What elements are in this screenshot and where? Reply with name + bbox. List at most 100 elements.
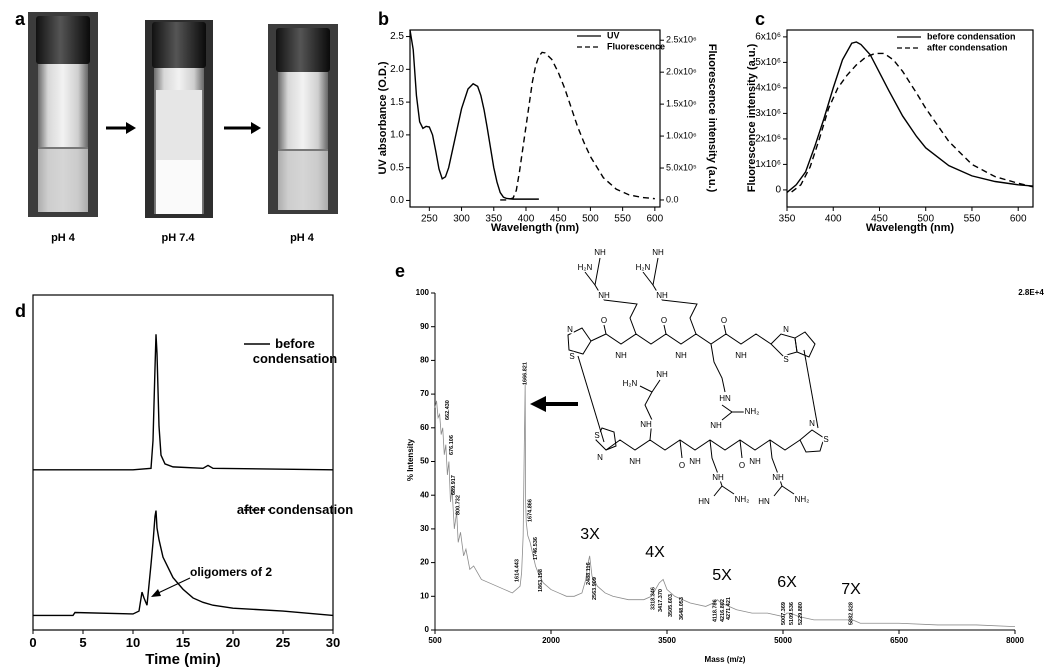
legend-label: Fluorescence (607, 41, 665, 51)
peak-label: 4271.421 (726, 597, 732, 620)
atom-label: NH (675, 351, 687, 360)
atom-label: NH₂ (735, 495, 750, 504)
x-tick-label: 30 (326, 635, 340, 650)
y-tick-label: 100 (416, 288, 430, 297)
atom-label: HN (758, 497, 770, 506)
peak-label: 2563.909 (592, 577, 598, 600)
data-line (791, 52, 1034, 193)
multimer-label: 5X (712, 567, 732, 584)
data-line (434, 383, 1016, 628)
y-tick-label: 80 (420, 356, 429, 365)
peak-label: 3505.603 (668, 594, 674, 617)
multimer-label: 3X (580, 526, 600, 543)
x-tick-label: 20 (226, 635, 240, 650)
panel-letter: a (15, 9, 26, 29)
x-axis-title: Wavelength (nm) (866, 222, 955, 234)
atom-label: N (783, 325, 789, 334)
peak-label: 5882.828 (849, 602, 855, 625)
peak-label: 1674.866 (527, 499, 533, 522)
atom-label: S (594, 431, 599, 440)
x-tick-label: 5000 (774, 636, 792, 645)
legend-label: after condensation (927, 42, 1008, 52)
plot-frame (786, 29, 1034, 208)
x-tick-label: 500 (428, 636, 442, 645)
photo-label: pH 4 (51, 232, 76, 244)
y2-tick-label: 0.0 (666, 194, 679, 204)
atom-label: NH (656, 370, 668, 379)
peak-label: 662.430 (445, 400, 451, 420)
structure-bonds (567, 257, 825, 497)
atom-label: NH (710, 421, 722, 430)
peak-label: 1666.821 (523, 362, 529, 385)
atom-label: N (809, 419, 815, 428)
x-tick-label: 3500 (658, 636, 676, 645)
atom-label: NH (594, 248, 606, 257)
panel-letter: b (378, 9, 389, 29)
atom-label: N (597, 453, 603, 462)
x-axis-title: Time (min) (145, 651, 221, 668)
y-tick-label: 2.5 (390, 31, 404, 42)
peak-label: 5109.536 (789, 602, 795, 625)
atom-label: O (661, 316, 667, 325)
y-tick-label: 6x10⁶ (755, 32, 781, 43)
x-tick-label: 0 (29, 635, 36, 650)
plot-frame (409, 29, 661, 208)
x-tick-label: 450 (550, 214, 567, 225)
peak-label: 1863.198 (538, 569, 544, 592)
vial-photo (28, 12, 98, 217)
peak-label: 5007.369 (781, 602, 787, 625)
y-tick-label: 0 (425, 625, 430, 634)
atom-label: N (567, 325, 573, 334)
x-tick-label: 8000 (1006, 636, 1024, 645)
y-tick-label: 3x10⁶ (755, 108, 781, 119)
y-tick-label: 2.0 (390, 64, 404, 75)
x-tick-label: 350 (485, 214, 502, 225)
peak-label: 676.106 (449, 435, 455, 455)
atom-label: NH (689, 457, 701, 466)
data-line (33, 510, 334, 617)
y-tick-label: 1.5 (390, 97, 404, 108)
panel-letter: c (755, 9, 765, 29)
atom-label: NH (712, 473, 724, 482)
legend-label: before condensation (927, 31, 1016, 41)
atom-label: NH (652, 248, 664, 257)
y-tick-label: 60 (420, 423, 429, 432)
x-tick-label: 450 (871, 214, 888, 225)
y-tick-label: 70 (420, 389, 429, 398)
y-axis-title: UV absorbance (O.D.) (377, 61, 389, 174)
peak-label: 800.732 (456, 495, 462, 515)
y-tick-label: 30 (420, 524, 429, 533)
atom-label: HN (719, 394, 731, 403)
x-tick-label: 25 (276, 635, 290, 650)
y-tick-label: 0 (775, 185, 781, 196)
y-axis-title: % Intensity (406, 438, 415, 481)
x-tick-label: 500 (917, 214, 934, 225)
vial-photo (268, 24, 338, 214)
x-tick-label: 5 (79, 635, 86, 650)
y2-tick-label: 1.0x10⁶ (666, 130, 697, 140)
structure-labels: H₂NNHNHH₂NNHNHNSONHONHONHHNNH₂NHNSH₂NNHN… (566, 247, 831, 508)
x-tick-label: 550 (614, 214, 631, 225)
annotation: oligomers of 2 (190, 565, 272, 579)
y2-axis-title: Fluorescence intensity (a.u.) (706, 44, 718, 193)
atom-label: NH (640, 420, 652, 429)
x-tick-label: 550 (964, 214, 981, 225)
peak-label: 1614.443 (515, 559, 521, 582)
x-tick-label: 6500 (890, 636, 908, 645)
x-tick-label: 600 (1010, 214, 1027, 225)
atom-label: O (601, 316, 607, 325)
photo-label: pH 4 (290, 232, 315, 244)
atom-label: NH₂ (795, 495, 810, 504)
atom-label: NH (656, 291, 668, 300)
atom-label: NH (629, 457, 641, 466)
annotation-arrow (155, 577, 191, 595)
atom-label: NH₂ (745, 407, 760, 416)
atom-label: HN (698, 497, 710, 506)
atom-label: NH (772, 473, 784, 482)
x-tick-label: 250 (421, 214, 438, 225)
panel-letter: e (395, 261, 405, 281)
x-tick-label: 300 (453, 214, 470, 225)
y2-tick-label: 1.5x10⁶ (666, 98, 697, 108)
